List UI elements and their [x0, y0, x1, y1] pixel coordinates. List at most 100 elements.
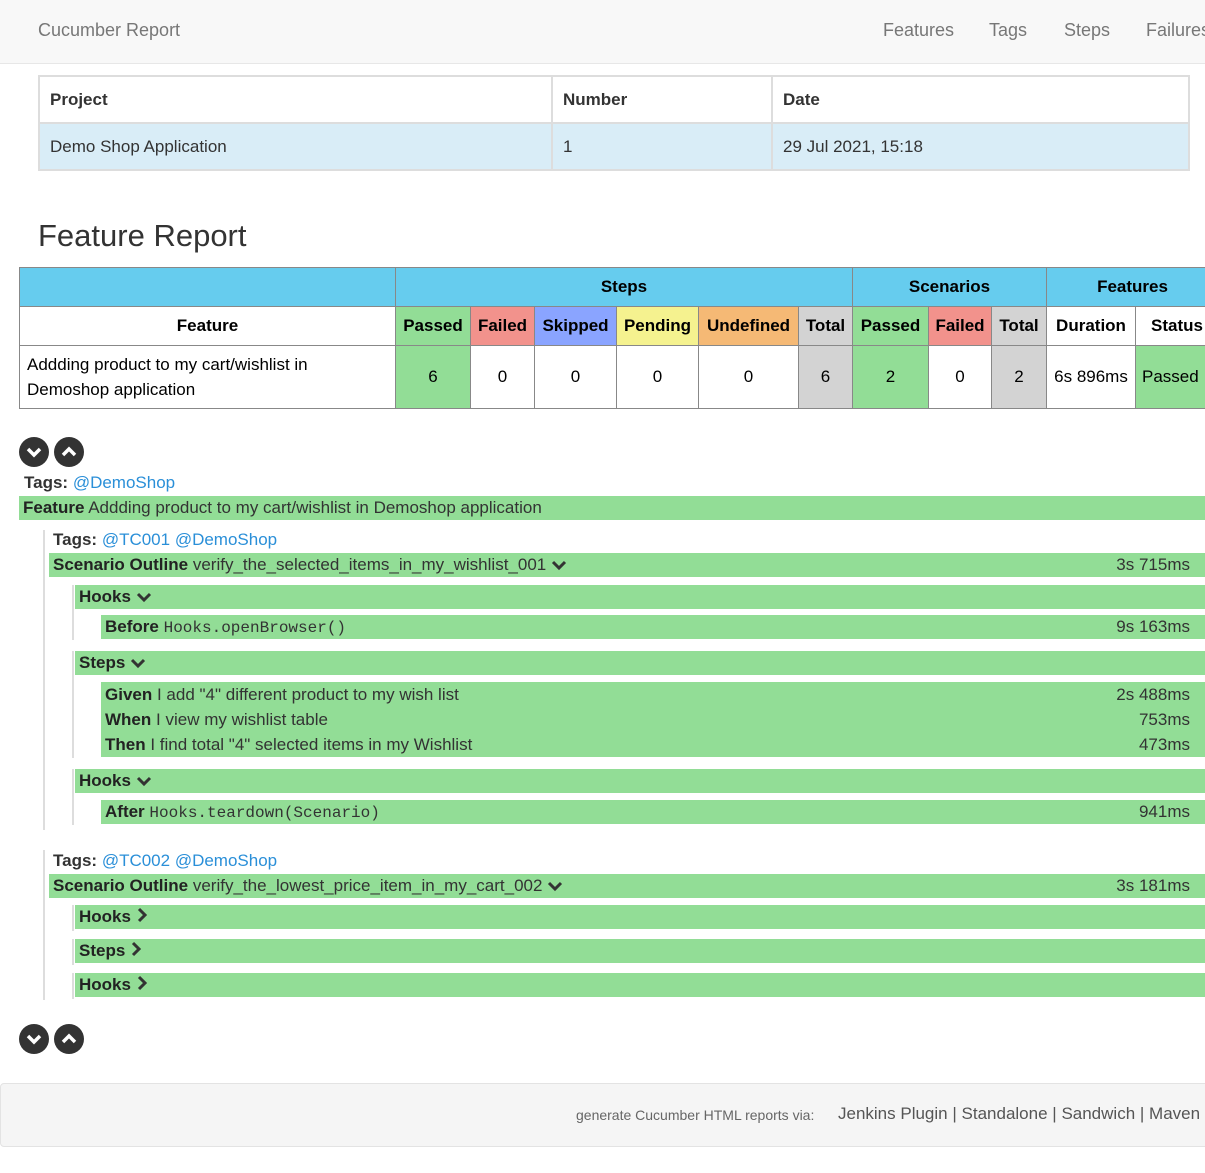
sandwich-link[interactable]: Sandwich: [1061, 1104, 1136, 1123]
hook-keyword: After: [105, 802, 145, 821]
brand[interactable]: Cucumber Report: [38, 20, 181, 40]
chevron-down-icon[interactable]: [547, 875, 563, 899]
feature-bar[interactable]: Feature Addding product to my cart/wishl…: [19, 496, 1205, 520]
hook-duration: 9s 163ms: [1116, 617, 1190, 636]
status-header: Status: [1135, 306, 1205, 346]
chevron-down-icon[interactable]: [136, 770, 152, 794]
scenario-tags: Tags: @TC001 @DemoShop: [53, 530, 277, 550]
steps-failed: 0: [470, 345, 535, 409]
scenario-divider: [43, 850, 45, 1000]
steps-undefined: 0: [698, 345, 799, 409]
chevron-right-icon[interactable]: [136, 974, 152, 998]
jenkins-plugin-link[interactable]: Jenkins Plugin: [838, 1104, 948, 1123]
nav-features[interactable]: Features: [883, 20, 955, 40]
page-title: Feature Report: [38, 218, 247, 253]
scenario-keyword: Scenario Outline: [53, 876, 189, 895]
hook-keyword: Before: [105, 617, 159, 636]
before-hook: Before Hooks.openBrowser() 9s 163ms: [101, 615, 1205, 639]
step-keyword: Then: [105, 735, 146, 754]
feature-keyword: Feature: [23, 498, 85, 517]
footer-links: Jenkins Plugin | Standalone | Sandwich |…: [838, 1104, 1200, 1124]
scenarios-total-header: Total: [991, 306, 1047, 346]
scenario-duration: 3s 181ms: [1116, 876, 1190, 895]
steps-pending: 0: [616, 345, 699, 409]
scenario-name: verify_the_lowest_price_item_in_my_cart_…: [192, 876, 543, 895]
hooks-label: Hooks: [79, 587, 131, 606]
steps-skipped-header: Skipped: [534, 306, 617, 346]
steps-total: 6: [798, 345, 853, 409]
scenario-name: verify_the_selected_items_in_my_wishlist…: [192, 555, 547, 574]
expand-all-icon[interactable]: [19, 437, 49, 467]
scenario-tags: Tags: @TC002 @DemoShop: [53, 851, 277, 871]
feature-header: Feature: [19, 306, 396, 346]
tag-link[interactable]: @TC002 @DemoShop: [101, 851, 278, 870]
scenario-bar[interactable]: Scenario Outline verify_the_selected_ite…: [49, 553, 1205, 577]
tag-link[interactable]: @TC001 @DemoShop: [101, 530, 278, 549]
project-value: Demo Shop Application: [38, 122, 553, 171]
steps-undefined-header: Undefined: [698, 306, 799, 346]
steps-bar[interactable]: Steps: [75, 651, 1205, 675]
step-row: Given I add "4" different product to my …: [101, 682, 1205, 707]
step-name: I view my wishlist table: [156, 710, 328, 729]
number-header: Number: [551, 75, 773, 124]
nav-steps[interactable]: Steps: [1064, 20, 1111, 40]
chevron-right-icon[interactable]: [136, 906, 152, 930]
maven-link[interactable]: Maven: [1149, 1104, 1201, 1123]
step-keyword: When: [105, 710, 152, 729]
tag-link[interactable]: @DemoShop: [72, 473, 176, 492]
nav-failures[interactable]: Failures: [1146, 20, 1205, 40]
step-duration: 473ms: [1138, 735, 1190, 754]
steps-failed-header: Failed: [470, 306, 535, 346]
footer-text: generate Cucumber HTML reports via:: [576, 1107, 815, 1123]
steps-pending-header: Pending: [616, 306, 699, 346]
hooks-label: Hooks: [79, 907, 131, 926]
step-name: I add "4" different product to my wish l…: [156, 685, 459, 704]
feature-name: Addding product to my cart/wishlist in D…: [88, 498, 542, 517]
nav-tags[interactable]: Tags: [989, 20, 1028, 40]
hooks-bar[interactable]: Hooks: [75, 585, 1205, 609]
step-row: Then I find total "4" selected items in …: [101, 732, 1205, 757]
hooks-bar[interactable]: Hooks: [75, 905, 1205, 929]
hooks-divider: [72, 905, 74, 931]
footer: [0, 1083, 1205, 1147]
feature-link[interactable]: Addding product to my cart/wishlist in D…: [19, 345, 396, 409]
feature-tags: Tags: @DemoShop: [24, 473, 175, 493]
hook-name: Hooks.openBrowser(): [163, 619, 347, 637]
standalone-link[interactable]: Standalone: [961, 1104, 1048, 1123]
hooks-bar[interactable]: Hooks: [75, 973, 1205, 997]
scenario-divider: [43, 530, 45, 830]
scenarios-failed: 0: [928, 345, 992, 409]
chevron-right-icon[interactable]: [130, 940, 146, 964]
chevron-down-icon[interactable]: [136, 586, 152, 610]
project-header: Project: [38, 75, 553, 124]
duration-header: Duration: [1046, 306, 1136, 346]
duration: 6s 896ms: [1046, 345, 1136, 409]
tags-label: Tags:: [53, 530, 98, 549]
scenario-duration: 3s 715ms: [1116, 555, 1190, 574]
chevron-down-icon[interactable]: [130, 652, 146, 676]
steps-divider: [72, 939, 74, 965]
steps-bar[interactable]: Steps: [75, 939, 1205, 963]
hooks-divider: [72, 973, 74, 999]
expand-all-icon[interactable]: [19, 1024, 49, 1054]
scenarios-failed-header: Failed: [928, 306, 992, 346]
scenarios-group: Scenarios: [852, 267, 1047, 307]
hook-duration: 941ms: [1138, 802, 1190, 821]
separator: |: [952, 1104, 957, 1123]
separator: |: [1052, 1104, 1057, 1123]
blank-group: [19, 267, 396, 307]
hooks-bar[interactable]: Hooks: [75, 769, 1205, 793]
scenarios-total: 2: [991, 345, 1047, 409]
steps-passed: 6: [395, 345, 471, 409]
feature-stats-table: Steps Scenarios Features Feature Passed …: [19, 267, 1205, 409]
chevron-down-icon[interactable]: [551, 554, 567, 578]
step-name: I find total "4" selected items in my Wi…: [150, 735, 473, 754]
scenario-bar[interactable]: Scenario Outline verify_the_lowest_price…: [49, 874, 1205, 898]
collapse-all-icon[interactable]: [54, 437, 84, 467]
date-header: Date: [771, 75, 1190, 124]
tags-label: Tags:: [53, 851, 98, 870]
steps-passed-header: Passed: [395, 306, 471, 346]
project-table: Project Number Date Demo Shop Applicatio…: [38, 75, 1190, 171]
collapse-all-icon[interactable]: [54, 1024, 84, 1054]
separator: |: [1139, 1104, 1145, 1123]
